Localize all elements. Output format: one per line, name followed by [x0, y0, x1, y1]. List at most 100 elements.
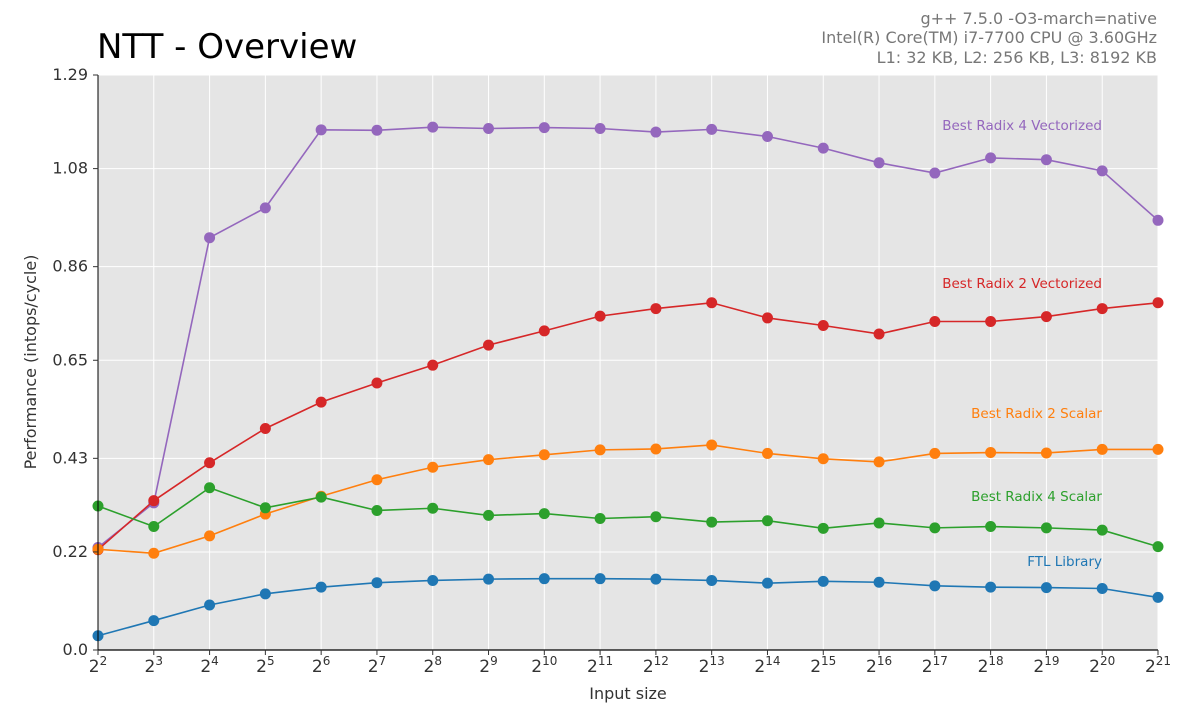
data-point-best-radix-2-scalar — [594, 444, 606, 456]
x-tick-label: 213 — [699, 654, 725, 677]
data-point-best-radix-2-vectorized — [817, 320, 829, 332]
data-point-best-radix-4-vectorized — [929, 167, 941, 179]
data-point-best-radix-4-scalar — [204, 482, 216, 494]
data-point-best-radix-4-scalar — [985, 521, 997, 533]
x-tick-label: 221 — [1145, 654, 1171, 677]
data-point-best-radix-2-scalar — [985, 447, 997, 459]
data-point-best-radix-4-vectorized — [427, 121, 439, 133]
data-point-best-radix-4-vectorized — [650, 126, 662, 138]
y-axis-label: Performance (intops/cycle) — [21, 255, 40, 470]
data-point-best-radix-2-vectorized — [929, 315, 941, 327]
data-point-best-radix-2-scalar — [1096, 443, 1108, 455]
axes: 0.0 0.22 0.43 0.65 0.86 1.08 1.29 22 23 24 25 26 27 2… — [52, 65, 1171, 677]
x-tick-label: 210 — [531, 654, 557, 677]
data-point-best-radix-2-vectorized — [259, 422, 271, 434]
data-point-best-radix-2-scalar — [929, 447, 941, 459]
data-point-best-radix-2-scalar — [204, 530, 216, 542]
series-label: FTL Library — [1027, 554, 1102, 570]
plot-area — [98, 75, 1158, 650]
data-point-best-radix-4-vectorized — [1096, 165, 1108, 177]
x-axis-label: Input size — [589, 684, 667, 703]
x-tick-label: 216 — [866, 654, 892, 677]
x-tick-label: 212 — [643, 654, 669, 677]
data-point-best-radix-4-scalar — [1040, 522, 1052, 534]
data-point-best-radix-2-scalar — [873, 456, 885, 468]
data-point-ftl-library — [706, 574, 718, 586]
data-point-best-radix-4-scalar — [315, 491, 327, 503]
data-point-best-radix-4-vectorized — [985, 152, 997, 164]
x-tick-label: 217 — [922, 654, 948, 677]
x-tick-label: 219 — [1033, 654, 1059, 677]
y-tick-label: 0.0 — [63, 640, 88, 659]
data-point-best-radix-2-vectorized — [427, 359, 439, 371]
data-point-ftl-library — [817, 575, 829, 587]
data-point-best-radix-2-scalar — [1040, 447, 1052, 459]
data-point-best-radix-4-scalar — [148, 521, 160, 533]
data-point-best-radix-4-vectorized — [204, 232, 216, 244]
data-point-ftl-library — [929, 580, 941, 592]
chart-title: NTT - Overview — [97, 27, 358, 67]
x-tick-label: 215 — [810, 654, 836, 677]
data-point-ftl-library — [761, 577, 773, 589]
cpu-info: Intel(R) Core(TM) i7-7700 CPU @ 3.60GHz — [821, 28, 1157, 47]
y-tick-label: 0.22 — [52, 542, 88, 561]
data-point-best-radix-2-vectorized — [315, 396, 327, 408]
data-point-best-radix-4-scalar — [538, 508, 550, 520]
data-point-best-radix-4-vectorized — [538, 122, 550, 134]
data-point-ftl-library — [315, 581, 327, 593]
x-tick-label: 27 — [368, 654, 386, 677]
data-point-best-radix-4-scalar — [817, 522, 829, 534]
data-point-best-radix-4-scalar — [706, 516, 718, 528]
data-point-best-radix-2-scalar — [706, 439, 718, 451]
x-tick-label: 29 — [479, 654, 497, 677]
cache-info: L1: 32 KB, L2: 256 KB, L3: 8192 KB — [876, 48, 1157, 67]
data-point-ftl-library — [1040, 582, 1052, 594]
data-point-best-radix-2-vectorized — [985, 315, 997, 327]
data-point-ftl-library — [538, 573, 550, 585]
data-point-best-radix-2-scalar — [538, 449, 550, 461]
x-tick-label: 214 — [754, 654, 780, 677]
data-point-best-radix-4-vectorized — [594, 122, 606, 134]
data-point-best-radix-2-scalar — [1152, 443, 1164, 455]
data-point-best-radix-2-vectorized — [1040, 311, 1052, 323]
x-tick-label: 24 — [200, 654, 218, 677]
y-tick-label: 0.86 — [52, 257, 88, 276]
data-point-best-radix-2-scalar — [371, 474, 383, 486]
data-point-best-radix-4-scalar — [1152, 541, 1164, 553]
data-point-best-radix-2-scalar — [483, 454, 495, 466]
data-point-ftl-library — [1096, 582, 1108, 594]
data-point-best-radix-4-scalar — [371, 504, 383, 516]
data-point-best-radix-2-vectorized — [371, 377, 383, 389]
series-layer: Best Radix 4 Vectorized Best Radix 2 Vect… — [92, 118, 1164, 642]
x-tick-label: 22 — [89, 654, 107, 677]
series-line-best-radix-2-vectorized — [97, 301, 1159, 551]
data-point-best-radix-4-vectorized — [371, 124, 383, 136]
data-point-ftl-library — [594, 573, 606, 585]
series-line-best-radix-4-scalar — [97, 486, 1159, 548]
y-tick-label: 0.43 — [52, 448, 88, 467]
data-point-ftl-library — [371, 577, 383, 589]
data-point-ftl-library — [204, 599, 216, 611]
data-point-best-radix-2-scalar — [817, 453, 829, 465]
x-tick-label: 220 — [1089, 654, 1115, 677]
data-point-ftl-library — [985, 581, 997, 593]
y-tick-label: 0.65 — [52, 350, 88, 369]
data-point-best-radix-4-scalar — [483, 509, 495, 521]
data-point-ftl-library — [650, 573, 662, 585]
data-point-best-radix-4-vectorized — [873, 157, 885, 169]
data-point-best-radix-4-scalar — [873, 517, 885, 529]
series-line-ftl-library — [97, 577, 1159, 637]
data-point-best-radix-2-vectorized — [873, 328, 885, 340]
data-point-best-radix-2-vectorized — [483, 339, 495, 351]
series-label: Best Radix 4 Vectorized — [942, 118, 1102, 134]
data-point-ftl-library — [259, 588, 271, 600]
data-point-ftl-library — [427, 574, 439, 586]
x-tick-label: 26 — [312, 654, 330, 677]
data-point-best-radix-4-scalar — [259, 502, 271, 514]
x-tick-label: 23 — [145, 654, 163, 677]
data-point-best-radix-2-vectorized — [1096, 303, 1108, 315]
series-line-best-radix-2-scalar — [97, 444, 1158, 555]
y-tick-label: 1.29 — [52, 65, 88, 84]
data-point-best-radix-4-vectorized — [761, 131, 773, 143]
